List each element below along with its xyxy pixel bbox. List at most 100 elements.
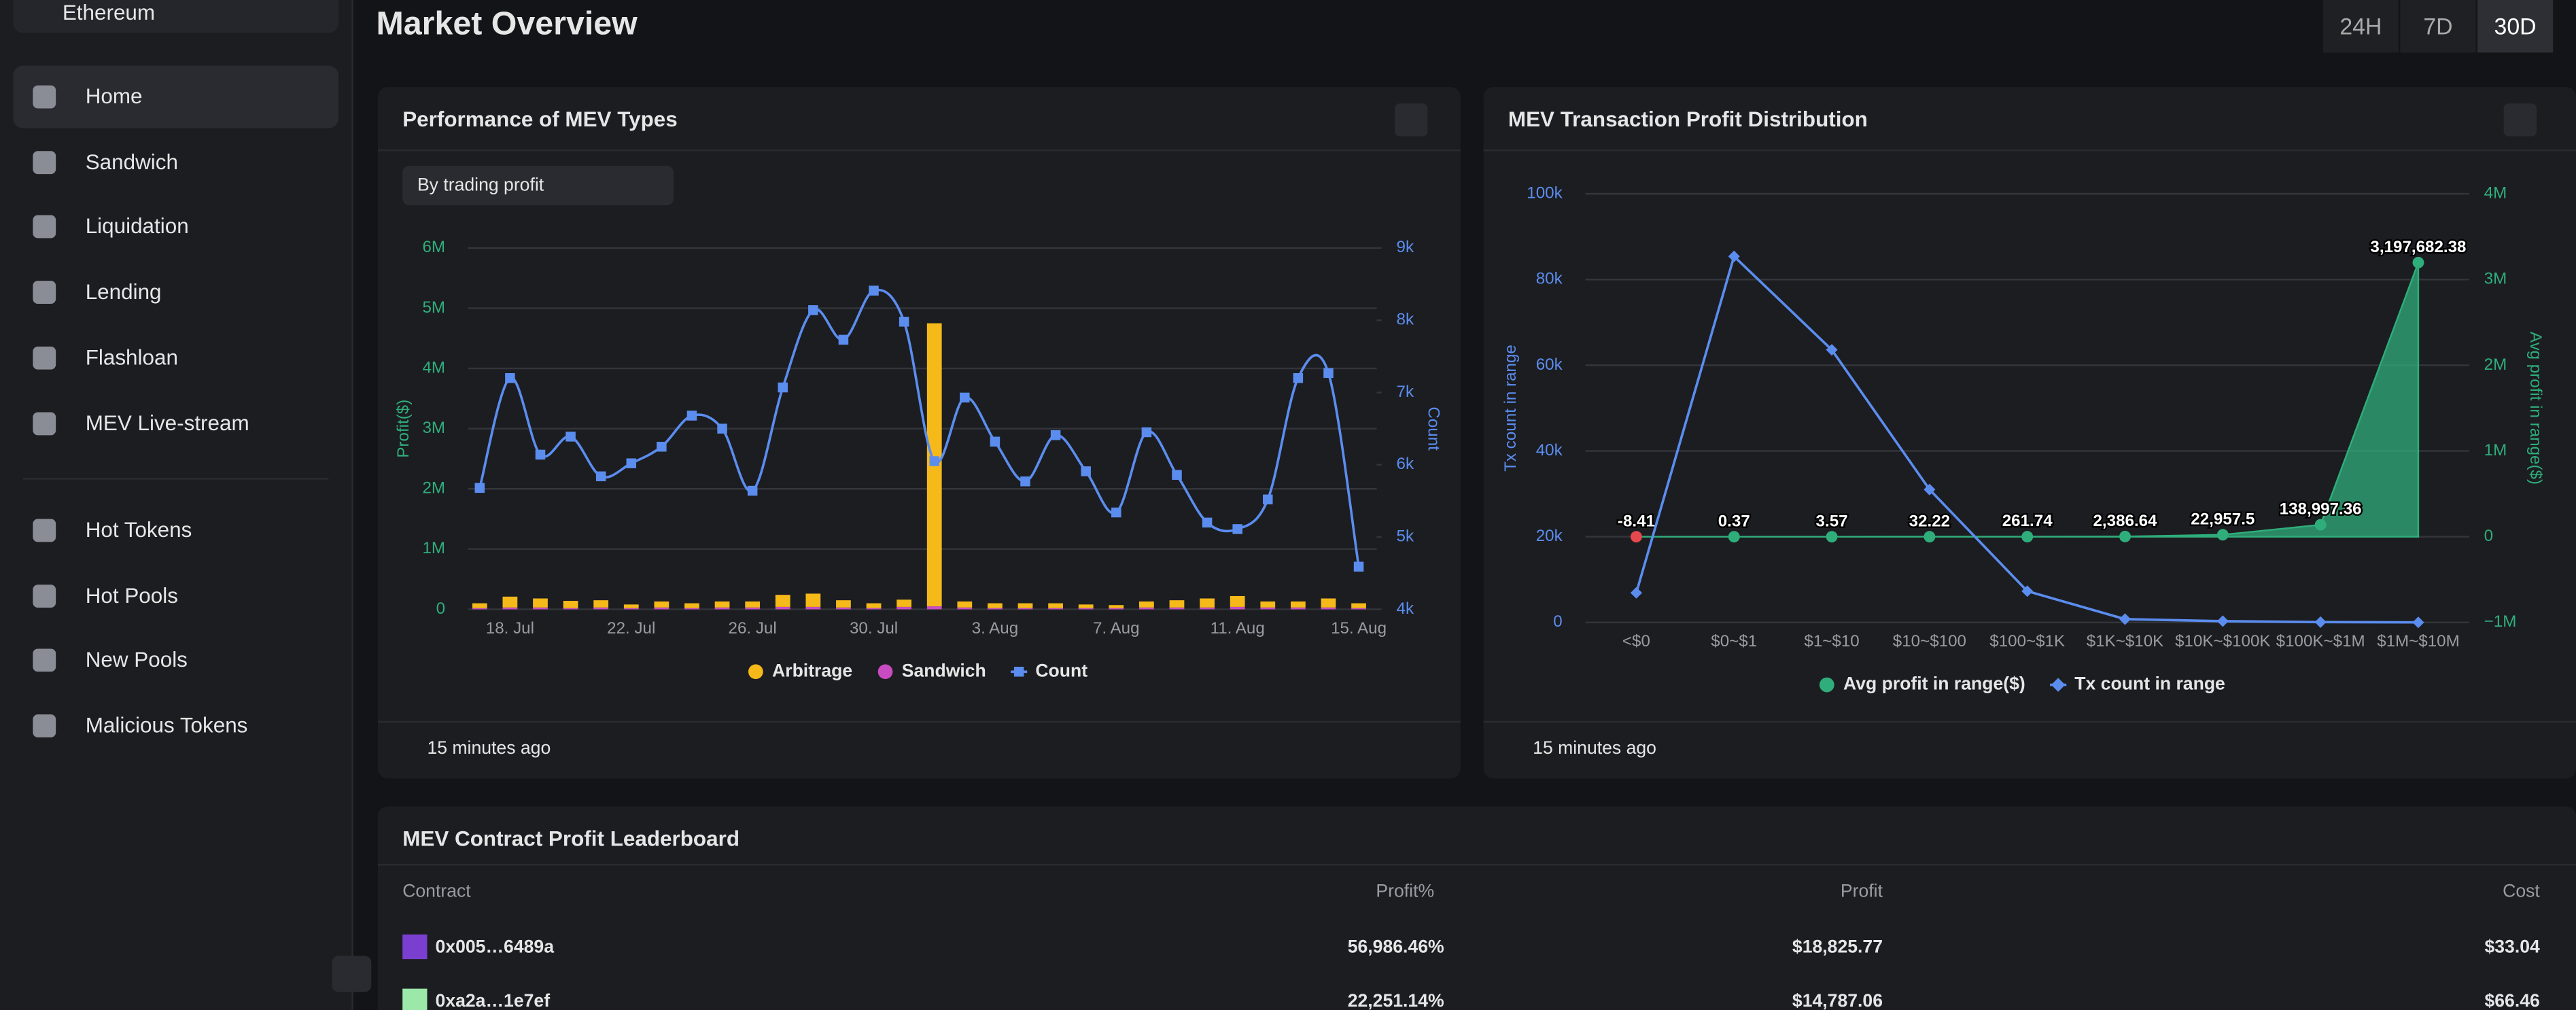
bar <box>1290 607 1306 610</box>
bar <box>1290 601 1306 608</box>
divider <box>377 720 1461 723</box>
cell: $18,825.77 <box>1792 937 1883 958</box>
nav-item[interactable]: Malicious Tokens <box>13 695 338 757</box>
bar <box>502 596 518 608</box>
data-label: -8.41 <box>1618 512 1655 530</box>
table-title: MEV Contract Profit Leaderboard <box>402 826 740 851</box>
bar <box>988 603 1003 608</box>
nav-item[interactable]: Liquidation <box>13 196 338 258</box>
y2-tick-label: 8k <box>1397 311 1414 329</box>
data-label: 2,386.64 <box>2093 512 2157 530</box>
nav-item[interactable]: New Pools <box>13 629 338 692</box>
bar <box>1139 601 1154 608</box>
legend-swatch <box>1819 677 1834 693</box>
nav-item[interactable]: Home <box>13 65 338 128</box>
bar <box>1351 603 1366 608</box>
bar <box>1321 598 1336 608</box>
profit-point <box>2314 519 2327 531</box>
count-point <box>1630 587 1642 599</box>
count-point <box>808 305 818 315</box>
range-button[interactable]: 30D <box>2477 0 2554 53</box>
y-tick-label: 3M <box>422 419 445 437</box>
nav-item[interactable]: MEV Live-stream <box>13 391 338 454</box>
nav-item[interactable]: Hot Pools <box>13 564 338 627</box>
x-tick-label: 30. Jul <box>850 619 898 638</box>
count-point <box>474 483 485 493</box>
nav-icon <box>33 85 56 109</box>
bar <box>836 607 851 610</box>
y2-tick-label: 3M <box>2484 270 2507 288</box>
x-tick-label: $1K~$10K <box>2087 632 2164 650</box>
nav-item[interactable]: Sandwich <box>13 131 338 194</box>
nav-icon <box>33 346 56 370</box>
range-button[interactable]: 7D <box>2400 0 2476 53</box>
updated: 15 minutes ago <box>427 739 551 759</box>
bar <box>1078 608 1094 610</box>
bar <box>775 595 790 607</box>
row-icon <box>402 988 428 1010</box>
bar <box>1169 607 1185 610</box>
count-point <box>1353 561 1364 572</box>
nav-label: MEV Live-stream <box>85 409 249 435</box>
cell: 22,251.14% <box>1347 992 1444 1010</box>
bar <box>533 598 548 608</box>
range-button[interactable]: 24H <box>2322 0 2399 53</box>
legend-swatch <box>748 664 763 680</box>
count-point <box>2216 615 2229 627</box>
y2-axis-title: Count <box>1424 406 1442 451</box>
x-tick-label: <$0 <box>1622 632 1650 650</box>
profit-point <box>2216 529 2229 541</box>
y2-axis-title: Avg profit in range($) <box>2526 332 2545 485</box>
divider <box>377 863 2576 866</box>
count-point <box>869 285 879 296</box>
x-tick-label: 3. Aug <box>972 619 1019 638</box>
y-tick-label: 4M <box>422 358 445 377</box>
expand-button[interactable] <box>2503 103 2537 137</box>
count-point <box>565 432 576 442</box>
nav-label: Hot Pools <box>85 582 178 608</box>
network-select[interactable]: Ethereum <box>13 0 338 33</box>
nav-item[interactable]: Flashloan <box>13 326 338 389</box>
bar <box>866 603 882 608</box>
y2-tick-label: 6k <box>1397 455 1414 473</box>
nav-item[interactable]: Hot Tokens <box>13 500 338 562</box>
select[interactable]: By trading profit <box>402 166 674 206</box>
y2-tick-label: 1M <box>2484 441 2507 459</box>
y-tick-label: 0 <box>1553 612 1562 631</box>
count-point <box>717 423 727 434</box>
count-point <box>960 392 970 403</box>
nav-icon <box>33 281 56 304</box>
collapse-button[interactable] <box>332 956 372 992</box>
y-tick-label: 20k <box>1536 527 1563 545</box>
divider <box>377 149 1461 152</box>
expand-button[interactable] <box>1395 103 1428 137</box>
nav-item[interactable]: Lending <box>13 261 338 324</box>
updated: 15 minutes ago <box>1533 739 1656 759</box>
profit-point <box>2412 256 2424 268</box>
bar <box>775 606 790 610</box>
table-card: MEV Contract Profit Leaderboard <box>377 806 2576 1010</box>
bar <box>897 599 912 607</box>
y-tick-label: 0 <box>436 599 445 618</box>
bar <box>1260 607 1276 610</box>
count-point <box>778 382 788 393</box>
y2-tick-label: 2M <box>2484 355 2507 374</box>
divider <box>22 478 329 480</box>
profit-area <box>1636 262 2420 538</box>
nav-label: Lending <box>85 279 162 304</box>
legend-swatch <box>877 664 893 680</box>
column-header: Profit% <box>1376 882 1435 902</box>
count-point <box>505 372 515 383</box>
data-label: 138,997.36 <box>2280 500 2362 519</box>
x-tick-label: $100~$1K <box>1989 632 2065 650</box>
data-label: 3,197,682.38 <box>2370 238 2466 256</box>
profit-point <box>1728 531 1740 543</box>
card-title: Performance of MEV Types <box>402 107 678 132</box>
data-label: 261.74 <box>2002 512 2053 530</box>
bar <box>1321 607 1336 610</box>
page-title: Market Overview <box>376 6 638 43</box>
bar <box>1078 604 1094 608</box>
bar <box>897 606 912 610</box>
